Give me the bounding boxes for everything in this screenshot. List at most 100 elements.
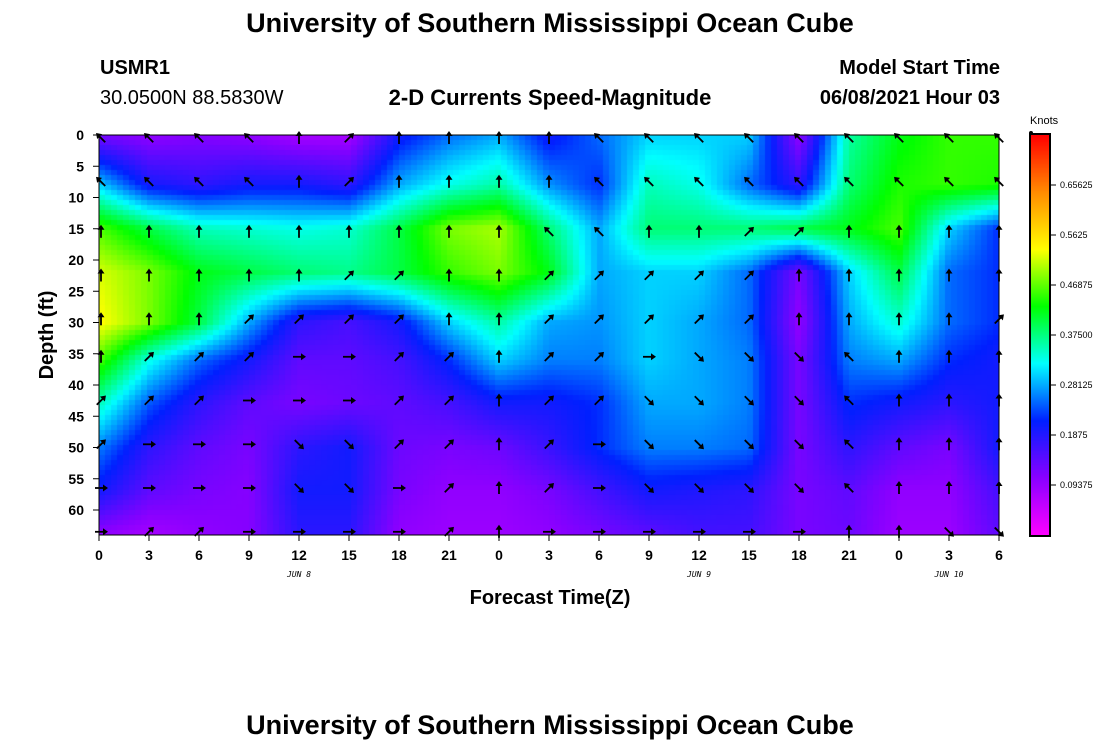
colorbar-label: 0.37500	[1060, 330, 1093, 340]
current-arrow	[644, 395, 654, 406]
current-arrow	[694, 314, 704, 325]
current-arrow	[593, 528, 606, 536]
current-arrow	[845, 224, 853, 238]
date-labels: JUN 8 JUN 9 JUN 10	[286, 570, 964, 579]
current-arrow	[395, 131, 403, 144]
current-arrow	[644, 270, 654, 281]
current-arrow	[693, 528, 706, 536]
current-arrow	[895, 481, 903, 494]
current-arrow	[344, 314, 354, 325]
current-arrow	[795, 268, 803, 282]
current-arrow	[794, 133, 804, 143]
current-arrow	[895, 268, 903, 282]
current-arrow	[945, 224, 953, 238]
y-tick-label: 45	[68, 408, 84, 424]
colorbar-label: 0.5625	[1060, 230, 1088, 240]
x-tick-label: 3	[945, 547, 953, 563]
current-arrow	[945, 312, 953, 326]
current-arrow	[594, 395, 604, 406]
current-arrow	[844, 483, 854, 493]
current-arrow	[794, 176, 804, 187]
station-id: USMR1	[100, 57, 171, 79]
y-tick-label: 55	[68, 471, 84, 487]
current-arrow	[894, 176, 904, 187]
x-tick-label: 21	[841, 547, 857, 563]
colorbar-frame	[1029, 133, 1051, 537]
speed-heatmap	[99, 135, 999, 535]
current-arrow	[644, 439, 654, 450]
current-arrow	[945, 481, 953, 494]
current-arrow	[794, 395, 804, 406]
current-arrow	[444, 351, 454, 362]
current-arrow	[144, 176, 154, 187]
y-tick-label: 50	[68, 440, 84, 456]
current-arrow	[544, 314, 554, 325]
x-tick-label: 6	[195, 547, 203, 563]
model-start-label: Model Start Time	[839, 57, 1000, 79]
current-arrow	[644, 176, 654, 187]
current-arrow	[495, 174, 503, 188]
current-arrow	[243, 484, 256, 492]
current-arrow	[295, 224, 303, 238]
current-arrow	[343, 397, 356, 404]
current-arrow	[393, 528, 406, 536]
x-tick-label: 12	[291, 547, 307, 563]
current-arrow	[495, 393, 503, 407]
x-tick-label: 0	[95, 547, 103, 563]
current-arrow	[794, 351, 804, 362]
page-title: University of Southern Mississippi Ocean…	[246, 8, 854, 38]
current-arrow	[643, 528, 656, 536]
current-arrow	[845, 312, 853, 326]
current-arrow	[244, 133, 254, 143]
current-arrow	[744, 133, 754, 143]
current-arrow	[344, 176, 354, 187]
current-arrow	[495, 312, 503, 326]
current-arrow	[744, 176, 754, 187]
current-arrow	[295, 268, 303, 282]
current-arrow	[344, 133, 354, 143]
x-axis-title: Forecast Time(Z)	[470, 587, 631, 609]
current-arrow	[293, 397, 306, 404]
current-arrow	[293, 528, 306, 536]
current-arrow	[544, 395, 554, 406]
current-arrow	[195, 312, 203, 326]
date-label: JUN 8	[286, 570, 311, 579]
current-arrow	[96, 395, 106, 406]
plot-frame	[98, 134, 1000, 536]
current-arrow	[393, 484, 406, 492]
current-arrow	[644, 133, 654, 143]
current-arrow	[945, 349, 953, 363]
current-arrow	[945, 393, 953, 407]
current-arrow	[244, 176, 254, 187]
current-arrow	[394, 395, 404, 406]
current-arrow	[744, 226, 754, 237]
y-axis: 0 5 10 15 20 25 30 35 40 45 50 55 60	[68, 127, 99, 518]
colorbar-corner-dot	[1029, 131, 1033, 135]
x-tick-label: 12	[691, 547, 707, 563]
station-coordinates: 30.0500N 88.5830W	[100, 87, 284, 109]
current-arrow	[445, 131, 453, 144]
current-arrow	[544, 483, 554, 493]
current-arrow	[244, 351, 254, 362]
current-arrow	[844, 176, 854, 187]
current-arrow	[243, 397, 256, 404]
current-arrow	[194, 133, 204, 143]
y-tick-label: 60	[68, 502, 84, 518]
current-arrow	[793, 528, 806, 536]
current-arrow	[244, 314, 254, 325]
current-arrow	[594, 351, 604, 362]
current-arrow	[495, 268, 503, 282]
current-arrow	[594, 270, 604, 281]
x-tick-label: 21	[441, 547, 457, 563]
current-arrow	[343, 528, 356, 536]
x-tick-label: 15	[741, 547, 757, 563]
current-arrow	[145, 224, 153, 238]
colorbar-label: 0.46875	[1060, 280, 1093, 290]
current-arrow	[845, 268, 853, 282]
current-arrow	[794, 439, 804, 450]
current-arrow	[894, 133, 904, 143]
x-tick-label: 6	[995, 547, 1003, 563]
current-arrow	[844, 351, 854, 362]
current-arrow	[144, 395, 154, 406]
x-tick-label: 18	[391, 547, 407, 563]
